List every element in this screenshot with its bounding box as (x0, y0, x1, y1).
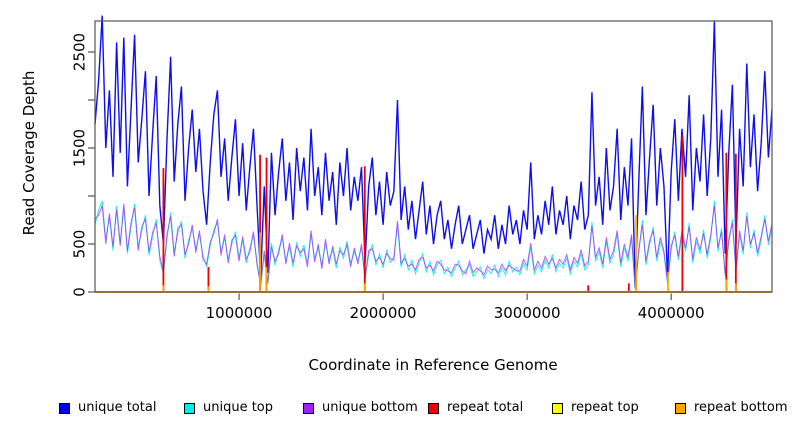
unique-top-swatch-icon (184, 402, 195, 414)
unique-bottom-swatch-icon (303, 402, 314, 414)
legend: unique total unique top unique bottom repea… (0, 399, 792, 421)
series-unique-total-line (94, 15, 773, 287)
legend-item-unique-bottom: unique bottom (303, 399, 418, 417)
legend-item-repeat-top: repeat top (552, 399, 639, 417)
plot-canvas: 0 500 1500 2500 1000000 2000000 3000000 4000000 (71, 15, 773, 322)
legend-item-unique-total: unique total (59, 399, 156, 417)
x-tick-label: 3000000 (494, 304, 561, 322)
y-tick-label: 0 (71, 287, 89, 297)
x-axis-title: Coordinate in Reference Genome (308, 356, 558, 374)
legend-item-repeat-total: repeat total (428, 399, 523, 417)
series-unique-bottom-line (94, 203, 773, 290)
legend-label-unique-bottom: unique bottom (322, 400, 418, 415)
repeat-total-swatch-icon (428, 402, 439, 414)
plot-frame (94, 20, 773, 293)
x-tick-label: 1000000 (206, 304, 273, 322)
repeat-top-swatch-icon (552, 402, 563, 414)
series-repeat-bottom-line (95, 215, 772, 293)
legend-item-unique-top: unique top (184, 399, 273, 417)
legend-label-repeat-bottom: repeat bottom (694, 400, 788, 415)
y-tick-label: 500 (71, 230, 89, 259)
x-tick-label: 2000000 (350, 304, 417, 322)
legend-label-repeat-total: repeat total (447, 400, 524, 415)
legend-label-unique-top: unique top (203, 400, 274, 415)
legend-label-repeat-top: repeat top (571, 400, 639, 415)
legend-item-repeat-bottom: repeat bottom (675, 399, 788, 417)
series-unique-top-line (94, 200, 773, 289)
unique-total-swatch-icon (59, 402, 70, 414)
y-tick-label: 1500 (71, 129, 89, 167)
legend-label-unique-total: unique total (78, 400, 157, 415)
repeat-bottom-swatch-icon (675, 402, 686, 414)
y-axis-title: Read Coverage Depth (20, 70, 38, 236)
x-tick-label: 4000000 (638, 304, 705, 322)
y-tick-label: 2500 (71, 33, 89, 71)
